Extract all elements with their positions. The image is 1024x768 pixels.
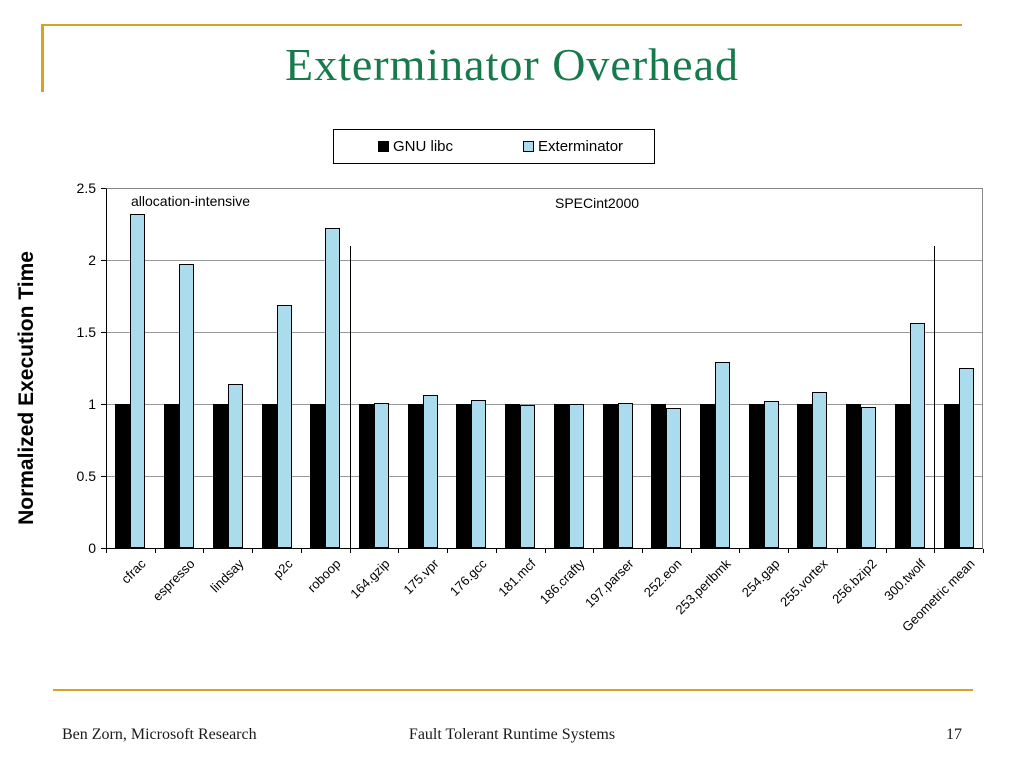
chart-annotation: allocation-intensive xyxy=(131,193,251,209)
chart-legend: GNU libc Exterminator xyxy=(333,129,655,164)
plot-area-border xyxy=(106,188,983,549)
footer-title: Fault Tolerant Runtime Systems xyxy=(408,726,616,743)
y-axis-tick-label: 1 xyxy=(88,396,96,412)
bar-gnu-libc xyxy=(846,404,861,548)
x-axis-tick xyxy=(642,549,643,553)
y-axis-tick xyxy=(101,332,106,333)
bar-exterminator xyxy=(228,384,243,548)
group-separator-line xyxy=(350,246,351,548)
bar-exterminator xyxy=(130,214,145,548)
bar-gnu-libc xyxy=(603,404,618,548)
bar-gnu-libc xyxy=(895,404,910,548)
bar-exterminator xyxy=(374,403,389,548)
x-axis-tick xyxy=(350,549,351,553)
bar-exterminator xyxy=(959,368,974,548)
gridline xyxy=(107,260,982,261)
y-axis-tick xyxy=(101,260,106,261)
bar-gnu-libc xyxy=(359,404,374,548)
x-axis-tick xyxy=(252,549,253,553)
x-axis-tick xyxy=(447,549,448,553)
bar-gnu-libc xyxy=(408,404,423,548)
x-axis-tick xyxy=(106,549,107,553)
y-axis-tick xyxy=(101,188,106,189)
bar-gnu-libc xyxy=(164,404,179,548)
gridline xyxy=(107,476,982,477)
left-accent-line xyxy=(41,24,44,92)
bar-exterminator xyxy=(520,405,535,548)
legend-swatch-gnu-libc xyxy=(378,141,389,152)
y-axis-tick-label: 2.5 xyxy=(76,180,96,196)
bar-gnu-libc xyxy=(262,404,277,548)
x-axis-tick xyxy=(934,549,935,553)
bar-exterminator xyxy=(910,323,925,548)
bar-gnu-libc xyxy=(749,404,764,548)
y-axis-tick xyxy=(101,476,106,477)
x-axis-tick xyxy=(593,549,594,553)
gridline xyxy=(107,332,982,333)
x-axis-tick xyxy=(983,549,984,553)
x-axis-tick xyxy=(886,549,887,553)
bar-gnu-libc xyxy=(797,404,812,548)
group-separator-line xyxy=(934,246,935,548)
x-axis-tick xyxy=(203,549,204,553)
bar-gnu-libc xyxy=(456,404,471,548)
chart-annotation: SPECint2000 xyxy=(555,195,640,211)
y-axis-tick-label: 0.5 xyxy=(76,468,96,484)
legend-item-exterminator: Exterminator xyxy=(523,138,623,155)
legend-label: Exterminator xyxy=(538,138,624,155)
legend-item-gnu-libc: GNU libc xyxy=(378,138,453,155)
legend-label: GNU libc xyxy=(393,138,454,155)
x-axis-tick xyxy=(545,549,546,553)
bar-exterminator xyxy=(325,228,340,548)
y-axis-tick-label: 0 xyxy=(88,540,96,556)
x-axis-tick xyxy=(301,549,302,553)
bar-gnu-libc xyxy=(651,404,666,548)
bar-gnu-libc xyxy=(115,404,130,548)
bar-exterminator xyxy=(569,404,584,548)
bar-exterminator xyxy=(861,407,876,548)
bar-exterminator xyxy=(277,305,292,548)
x-axis-tick xyxy=(837,549,838,553)
bar-exterminator xyxy=(471,400,486,548)
bar-gnu-libc xyxy=(700,404,715,548)
page-title: Exterminator Overhead xyxy=(285,39,739,90)
bar-exterminator xyxy=(423,395,438,548)
gridline xyxy=(107,404,982,405)
bar-exterminator xyxy=(179,264,194,548)
x-axis-tick xyxy=(155,549,156,553)
top-accent-line xyxy=(42,24,962,26)
bar-exterminator xyxy=(715,362,730,548)
bar-gnu-libc xyxy=(505,404,520,548)
bar-gnu-libc xyxy=(213,404,228,548)
x-axis-tick xyxy=(398,549,399,553)
x-axis-tick xyxy=(496,549,497,553)
bar-exterminator xyxy=(666,408,681,548)
bar-gnu-libc xyxy=(944,404,959,548)
y-axis-tick-label: 2 xyxy=(88,252,96,268)
y-axis-tick xyxy=(101,548,106,549)
x-axis-tick xyxy=(691,549,692,553)
x-axis-tick xyxy=(739,549,740,553)
y-axis-tick xyxy=(101,404,106,405)
footer-accent-line xyxy=(53,689,973,691)
bar-gnu-libc xyxy=(554,404,569,548)
footer-author: Ben Zorn, Microsoft Research xyxy=(62,726,257,743)
x-axis-tick xyxy=(788,549,789,553)
legend-swatch-exterminator xyxy=(523,141,535,152)
y-axis-tick-label: 1.5 xyxy=(76,324,96,340)
bar-exterminator xyxy=(764,401,779,548)
bar-exterminator xyxy=(812,392,827,548)
footer-page-number: 17 xyxy=(946,726,962,743)
bar-exterminator xyxy=(618,403,633,548)
bar-gnu-libc xyxy=(310,404,325,548)
